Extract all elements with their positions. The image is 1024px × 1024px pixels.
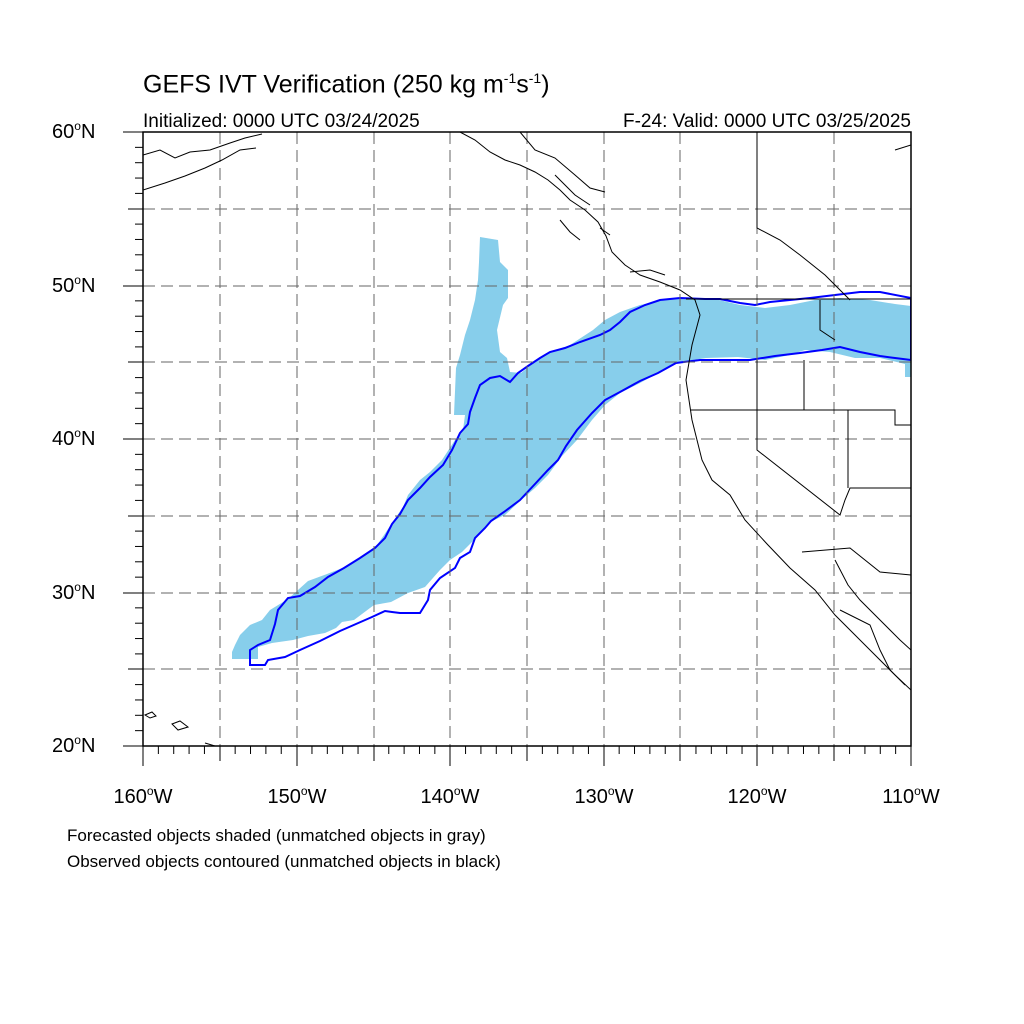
forecast-object-shaded <box>232 237 911 659</box>
lon-label-150w: 150oW <box>267 784 327 808</box>
lat-label-20: 20oN <box>52 733 96 757</box>
map-title: GEFS IVT Verification (250 kg m-1s-1) <box>143 70 550 99</box>
axis-minor-ticks <box>135 146 897 754</box>
lat-label-40: 40oN <box>52 426 96 450</box>
map-gridlines <box>143 132 911 746</box>
lon-label-130w: 130oW <box>574 784 634 808</box>
axis-ticks <box>123 131 912 766</box>
lon-label-120w: 120oW <box>727 784 787 808</box>
legend-note-observed: Observed objects contoured (unmatched ob… <box>67 852 501 871</box>
legend-note-forecast: Forecasted objects shaded (unmatched obj… <box>67 826 486 845</box>
lat-label-30: 30oN <box>52 580 96 604</box>
coastlines-borders <box>143 132 911 746</box>
lon-label-160w: 160oW <box>113 784 173 808</box>
lon-label-140w: 140oW <box>420 784 480 808</box>
valid-time: F-24: Valid: 0000 UTC 03/25/2025 <box>623 111 911 132</box>
observed-object-contour <box>249 291 911 666</box>
initialized-time: Initialized: 0000 UTC 03/24/2025 <box>143 111 420 132</box>
lon-label-110w: 110oW <box>882 784 940 808</box>
lat-label-50: 50oN <box>52 273 96 297</box>
lat-label-60: 60oN <box>52 119 96 143</box>
